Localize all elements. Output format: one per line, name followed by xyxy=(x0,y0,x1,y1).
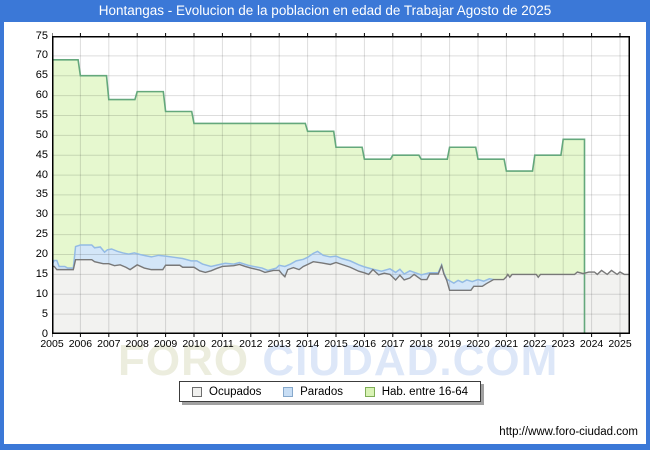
watermark: FORO CIUDAD.COM xyxy=(118,336,558,386)
x-tick-label: 2008 xyxy=(125,338,149,350)
x-tick-label: 2019 xyxy=(437,338,462,350)
y-tick-label: 60 xyxy=(35,89,48,102)
legend-item-hab: Hab. entre 16-64 xyxy=(364,385,468,398)
parados-swatch-icon xyxy=(283,386,294,397)
x-tick-label: 2012 xyxy=(239,338,263,350)
watermark-foro: FORO xyxy=(118,336,250,385)
hab-16-64-line xyxy=(52,59,586,334)
population-chart xyxy=(51,33,630,337)
frame-border-left xyxy=(0,22,4,444)
x-tick-label: 2007 xyxy=(97,338,121,350)
y-tick-label: 55 xyxy=(35,108,48,121)
y-tick-label: 50 xyxy=(35,128,48,141)
legend-item-parados: Parados xyxy=(283,386,343,398)
y-tick-label: 10 xyxy=(35,287,48,300)
legend-label-ocupados: Ocupados xyxy=(209,385,262,398)
x-tick-label: 2015 xyxy=(324,338,348,350)
x-tick-label: 2005 xyxy=(40,338,64,350)
legend-label-hab: Hab. entre 16-64 xyxy=(381,385,468,398)
x-tick-label: 2021 xyxy=(494,338,519,350)
x-tick-label: 2006 xyxy=(68,338,93,350)
y-tick-label: 70 xyxy=(35,49,48,62)
y-tick-label: 15 xyxy=(35,267,48,280)
x-tick-label: 2024 xyxy=(579,338,604,350)
x-tick-label: 2018 xyxy=(409,338,433,350)
hab-swatch-icon xyxy=(364,386,375,397)
title-bar: Hontangas - Evolucion de la poblacion en… xyxy=(0,0,650,22)
x-tick-label: 2023 xyxy=(551,338,575,350)
y-tick-label: 45 xyxy=(35,148,48,161)
plot-area xyxy=(51,33,630,344)
x-tick-label: 2020 xyxy=(466,338,490,350)
ocupados-line xyxy=(52,258,630,291)
legend-label-parados: Parados xyxy=(300,385,343,398)
frame-border-bottom xyxy=(0,444,650,450)
legend-item-ocupados: Ocupados xyxy=(192,386,261,398)
footer-url[interactable]: http://www.foro-ciudad.com xyxy=(499,426,638,438)
ocupados-area xyxy=(52,259,630,334)
y-tick-label: 75 xyxy=(35,29,48,42)
x-tick-label: 2016 xyxy=(352,338,377,350)
frame-border-right xyxy=(646,22,650,444)
y-tick-label: 65 xyxy=(35,69,48,82)
x-tick-label: 2010 xyxy=(182,338,206,350)
x-tick-label: 2011 xyxy=(211,338,234,350)
ocupados-swatch-icon xyxy=(192,386,202,397)
watermark-ciudad: CIUDAD.COM xyxy=(249,336,559,385)
x-tick-label: 2013 xyxy=(267,338,291,350)
y-tick-label: 25 xyxy=(35,228,48,241)
y-tick-label: 20 xyxy=(35,248,48,261)
y-tick-label: 0 xyxy=(41,327,48,340)
axis-ticks xyxy=(51,33,621,337)
x-tick-label: 2022 xyxy=(523,338,547,350)
y-tick-label: 35 xyxy=(35,188,48,201)
page-title: Hontangas - Evolucion de la poblacion en… xyxy=(98,3,552,18)
x-tick-label: 2009 xyxy=(153,338,178,350)
y-tick-label: 30 xyxy=(35,208,48,221)
x-tick-label: 2017 xyxy=(381,338,405,350)
plot-border xyxy=(52,36,630,334)
x-tick-label: 2014 xyxy=(295,338,320,350)
legend: Ocupados Parados Hab. entre 16-64 xyxy=(179,381,481,402)
y-tick-label: 5 xyxy=(41,307,48,320)
y-tick-label: 40 xyxy=(35,168,48,181)
x-tick-label: 2025 xyxy=(608,338,632,350)
